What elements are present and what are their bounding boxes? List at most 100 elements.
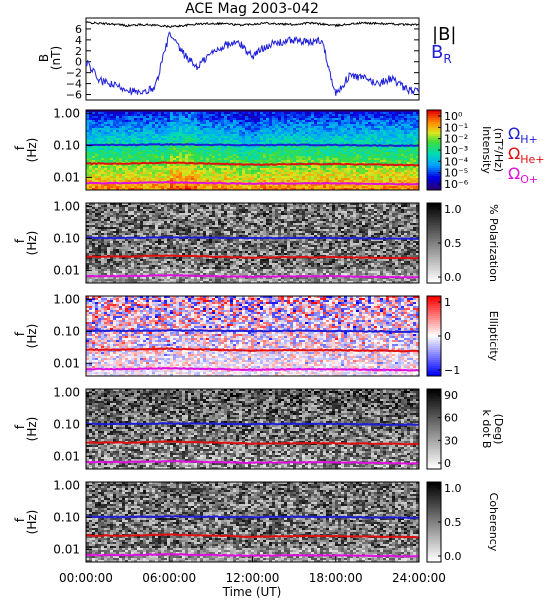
colorbar-tick-label: 10⁻¹ xyxy=(444,121,468,134)
colorbar-polarization: 1.0 0.5 0.0 % Polarization xyxy=(426,202,500,284)
freq-ylabel: f xyxy=(13,238,27,243)
colorbar-tick-label: 0.5 xyxy=(444,516,462,529)
ion-line-h-plus xyxy=(85,329,420,333)
x-axis-label: Time (UT) xyxy=(222,585,282,599)
legend-b-abs: |B| xyxy=(432,24,456,45)
ion-line-o-plus xyxy=(85,552,420,558)
b-ytick-label: 0 xyxy=(75,56,82,69)
ion-line-he-plus xyxy=(85,347,420,353)
x-tick-label: 12:00:00 xyxy=(226,571,280,585)
freq-tick-label: 0.01 xyxy=(53,170,80,184)
ion-line-he-plus xyxy=(85,254,420,260)
freq-tick-label: 0.01 xyxy=(53,449,80,463)
legend-he-omega: Ω xyxy=(508,144,520,163)
colorbar-frame xyxy=(426,388,442,470)
colorbar-label: Coherency xyxy=(487,493,500,552)
freq-tick-label: 0.10 xyxy=(53,231,80,245)
legend-h-sub: H+ xyxy=(520,133,538,146)
spectrogram-polarization xyxy=(86,203,420,284)
b-ytick-label: 2 xyxy=(75,45,82,58)
freq-yunit: (Hz) xyxy=(25,138,39,163)
ion-line-o-plus xyxy=(86,366,420,372)
legend-o-sub: O+ xyxy=(520,173,538,186)
colorbar-tick-label: 0 xyxy=(444,457,451,470)
legend-b-r-main: B xyxy=(431,42,443,63)
colorbar-tick-label: 90 xyxy=(444,389,458,402)
freq-tick-label: 0.01 xyxy=(53,542,80,556)
freq-tick-label: 0.01 xyxy=(53,356,80,370)
legend-h-plus: ΩH+ xyxy=(508,124,538,146)
freq-ylabel: f xyxy=(13,517,27,522)
colorbar-label: Intensity xyxy=(480,126,493,174)
colorbar-tick-label: 30 xyxy=(444,434,458,447)
panel-kdotb: 1.00 0.10 0.01 f(Hz) 90 60 30 0 k dot B (Deg) xyxy=(13,386,505,470)
legend-o-plus: ΩO+ xyxy=(508,164,538,186)
ion-line-h-plus xyxy=(85,142,420,148)
x-tick-label: 24:00:00 xyxy=(392,571,446,585)
legend-he-plus: ΩHe+ xyxy=(508,144,545,166)
spectrogram-kdotb xyxy=(86,389,420,470)
colorbar-unit: (nT²/Hz) xyxy=(492,128,505,172)
freq-tick-label: 1.00 xyxy=(53,107,80,121)
freq-tick-label: 1.00 xyxy=(53,293,80,307)
series-b-r-line xyxy=(85,31,420,96)
freq-tick-label: 0.01 xyxy=(53,263,80,277)
colorbar-tick-label: 1 xyxy=(444,296,451,309)
colorbar-tick-label: 10⁰ xyxy=(444,110,463,123)
b-ytick-label: −2 xyxy=(66,67,82,80)
freq-ylabel: f xyxy=(13,331,27,336)
legend-b-r-sub: R xyxy=(443,52,451,66)
b-ylabel: B xyxy=(37,54,51,62)
ion-line-he-plus xyxy=(85,440,420,446)
ion-line-o-plus xyxy=(85,274,420,279)
x-tick-label: 06:00:00 xyxy=(142,571,196,585)
colorbar-tick-label: 0.0 xyxy=(444,271,462,284)
colorbar-unit: (Deg) xyxy=(492,414,505,445)
panel-b-frame xyxy=(85,17,420,101)
freq-yunit: (Hz) xyxy=(25,417,39,442)
legend-o-omega: Ω xyxy=(508,164,520,183)
colorbar-tick-label: 10⁻³ xyxy=(444,144,468,157)
series-b-abs-line xyxy=(85,21,420,29)
spectrogram-intensity xyxy=(86,110,420,191)
b-ytick-label: 4 xyxy=(75,34,82,47)
freq-yunit: (Hz) xyxy=(25,510,39,535)
freq-tick-label: 0.10 xyxy=(53,324,80,338)
legend-b-r: BR xyxy=(431,42,452,66)
legend-h-omega: Ω xyxy=(508,124,520,143)
legend-he-sub: He+ xyxy=(520,153,544,166)
freq-tick-label: 0.10 xyxy=(53,417,80,431)
spectrogram-coherency xyxy=(86,482,420,563)
b-ytick-label: −4 xyxy=(66,78,82,91)
freq-tick-label: 1.00 xyxy=(53,386,80,400)
panel-polarization: 1.00 0.10 0.01 f(Hz) 1.0 0.5 0.0 % Polarization xyxy=(13,200,500,284)
ion-line-he-plus xyxy=(86,533,420,539)
colorbar-label: k dot B xyxy=(480,410,493,449)
colorbar-tick-label: 0.0 xyxy=(444,550,462,563)
freq-ylabel: f xyxy=(13,424,27,429)
b-series-lines xyxy=(85,21,420,96)
freq-yunit: (Hz) xyxy=(25,231,39,256)
x-tick-label: 00:00:00 xyxy=(59,571,113,585)
colorbar-tick-label: 0.5 xyxy=(444,237,462,250)
freq-tick-label: 1.00 xyxy=(53,200,80,214)
panel-frame xyxy=(85,295,420,377)
panel-frame xyxy=(85,388,420,470)
x-tick-labels: 00:00:00 06:00:00 12:00:00 18:00:00 24:00:00 xyxy=(59,556,446,585)
colorbar-tick-label: 1.0 xyxy=(444,482,462,495)
figure-title: ACE Mag 2003-042 xyxy=(185,1,319,17)
ion-line-o-plus xyxy=(85,460,420,465)
ion-line-h-plus xyxy=(85,515,420,520)
panel-intensity: 1.00 0.10 0.01 f(Hz) 10⁰10⁻¹10⁻²10⁻³10⁻⁴10⁻⁵… xyxy=(13,107,505,191)
colorbar-ellipticity: 1 0 −1 Ellipticity xyxy=(426,295,500,377)
colorbar-tick-label: 10⁻⁴ xyxy=(444,155,469,168)
species-legend: ΩH+ ΩHe+ ΩO+ xyxy=(508,124,545,186)
freq-yunit: (Hz) xyxy=(25,324,39,349)
colorbar-label: Ellipticity xyxy=(487,311,500,362)
panel-frame xyxy=(85,202,420,284)
ion-line-h-plus xyxy=(85,421,420,427)
